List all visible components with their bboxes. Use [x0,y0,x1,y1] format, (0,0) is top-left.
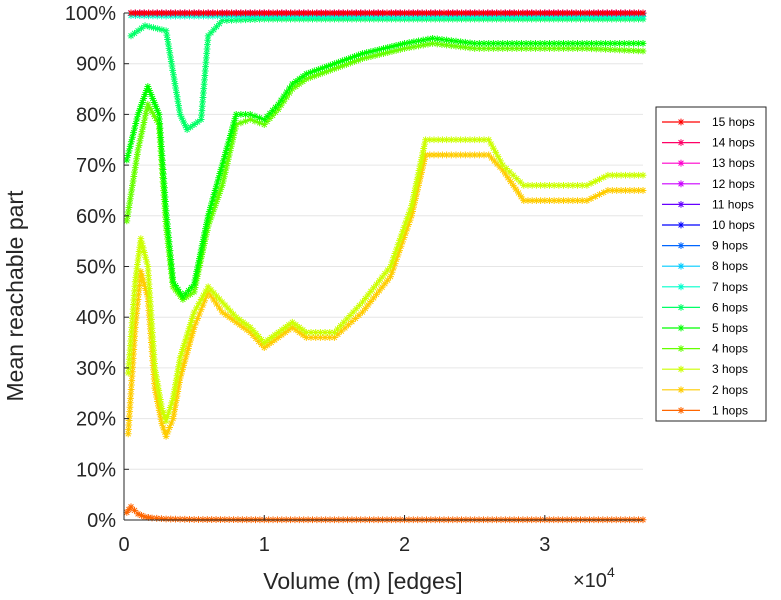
x-axis-multiplier-exponent: 4 [607,564,615,580]
legend-swatch-marker-0 [677,118,685,126]
legend-entry-8: 7 hops [662,280,748,294]
y-tick-label-5: 50% [76,257,116,279]
y-tick-label-8: 80% [76,104,116,126]
legend-label-6: 9 hops [712,239,748,253]
x-tick-label-3: 3 [539,534,550,556]
legend-label-3: 12 hops [712,177,755,191]
legend-entry-1: 14 hops [662,136,755,150]
series-9 [127,15,647,134]
legend-label-14: 1 hops [712,403,748,417]
legend-entry-0: 15 hops [662,115,755,129]
y-tick-label-10: 100% [65,3,116,25]
legend-items: 15 hops 14 hops 13 hops 12 hops 11 hops 10 ho… [662,115,755,417]
legend-label-0: 15 hops [712,115,755,129]
series-0 [127,9,647,17]
legend-swatch-marker-14 [677,407,685,414]
legend-swatch-marker-9 [677,304,685,311]
legend-entry-5: 10 hops [662,218,755,232]
legend-entry-14: 1 hops [662,403,748,417]
legend-swatch-marker-4 [677,201,685,208]
legend-swatch-marker-8 [677,283,685,291]
x-axis-multiplier-base: ×10 [573,570,607,592]
y-tick-label-9: 90% [76,54,116,76]
legend-label-5: 10 hops [712,218,755,232]
legend-entry-6: 9 hops [662,239,748,253]
legend-label-13: 2 hops [712,383,748,397]
legend-entry-12: 3 hops [662,362,748,376]
x-tick-label-2: 2 [399,534,410,556]
y-tick-label-6: 60% [76,206,116,228]
y-tick-label-7: 70% [76,155,116,177]
legend-entry-3: 12 hops [662,177,755,191]
legend-label-2: 13 hops [712,156,755,170]
series-12 [124,136,647,425]
x-axis-multiplier: ×104 [573,564,615,592]
tick-layer: 0% 10% 20% 30% 40% 50% 60% 70% 80% 90% 100% 0 1 2 3 [65,3,551,556]
legend-entry-4: 11 hops [662,197,754,211]
y-tick-label-3: 30% [76,358,116,380]
legend-swatch-marker-7 [677,262,685,270]
legend-label-1: 14 hops [712,136,755,150]
series-markers-10 [123,34,647,301]
y-tick-label-4: 40% [76,307,116,329]
legend-swatch-marker-13 [677,386,685,394]
y-tick-label-1: 10% [76,459,116,481]
legend: 15 hops 14 hops 13 hops 12 hops 11 hops 10 ho… [655,106,767,422]
series-10 [123,34,647,301]
legend-swatch-marker-5 [677,221,685,229]
legend-entry-7: 8 hops [662,259,748,273]
series-markers-12 [124,136,647,425]
legend-swatch-marker-2 [677,159,685,167]
y-tick-label-0: 0% [87,510,116,532]
legend-swatch-marker-1 [677,139,685,146]
legend-entry-9: 6 hops [662,300,748,314]
legend-entry-10: 5 hops [662,321,748,335]
legend-label-9: 6 hops [712,300,748,314]
legend-label-7: 8 hops [712,259,748,273]
legend-entry-13: 2 hops [662,383,748,397]
legend-label-10: 5 hops [712,321,748,335]
legend-entry-2: 13 hops [662,156,755,170]
legend-label-4: 11 hops [712,197,754,211]
series-markers-0 [127,9,647,17]
legend-swatch-marker-11 [677,345,685,352]
legend-swatch-marker-10 [677,324,685,332]
legend-label-11: 4 hops [712,342,748,356]
y-tick-label-2: 20% [76,409,116,431]
x-tick-label-1: 1 [259,534,270,556]
y-axis-label: Mean reachable part [2,190,28,402]
legend-box [655,106,767,422]
legend-label-12: 3 hops [712,362,748,376]
x-axis-label: Volume (m) [edges] [263,568,462,594]
legend-swatch-marker-3 [677,180,685,188]
legend-entry-11: 4 hops [662,342,748,356]
x-tick-label-0: 0 [118,534,129,556]
legend-swatch-marker-6 [677,242,685,249]
legend-swatch-marker-12 [677,365,685,373]
legend-label-8: 7 hops [712,280,748,294]
series-markers-9 [127,15,647,134]
